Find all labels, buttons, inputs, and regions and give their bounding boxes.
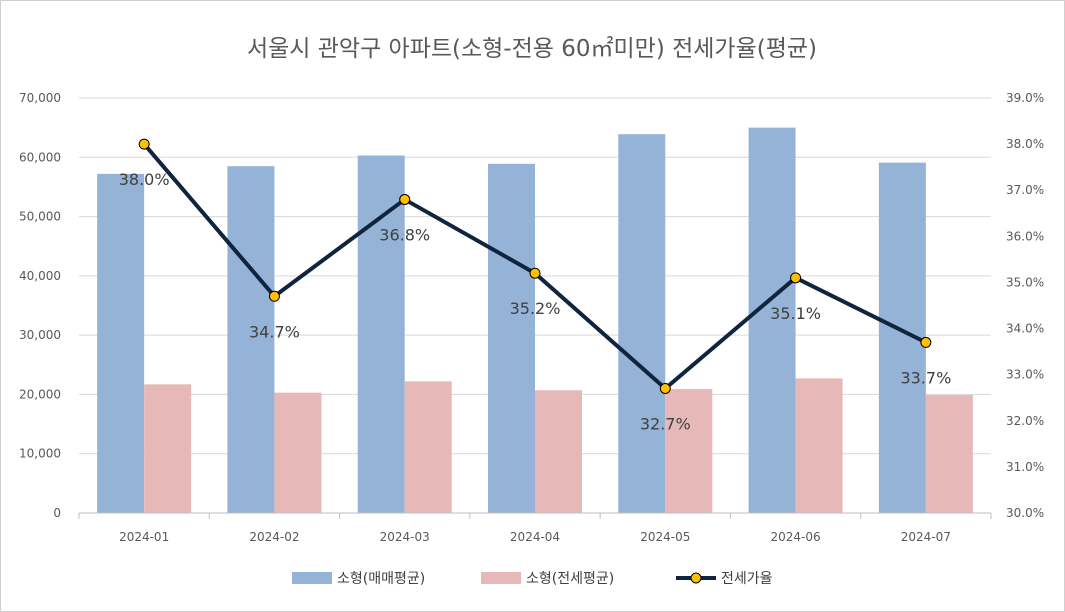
x-tick-label: 2024-01 bbox=[119, 530, 169, 544]
ratio-data-label: 35.2% bbox=[510, 299, 561, 318]
ratio-point bbox=[529, 267, 541, 279]
legend-swatch bbox=[292, 572, 332, 584]
bar-jeonse-avg bbox=[795, 378, 843, 513]
x-tick-label: 2024-04 bbox=[510, 530, 560, 544]
y-left-tick-label: 60,000 bbox=[19, 150, 61, 164]
ratio-point bbox=[920, 336, 932, 348]
ratio-data-label: 38.0% bbox=[119, 170, 170, 189]
x-tick-label: 2024-07 bbox=[901, 530, 951, 544]
x-tick-label: 2024-06 bbox=[771, 530, 821, 544]
y-right-tick-label: 39.0% bbox=[1006, 91, 1044, 105]
y-right-tick-label: 34.0% bbox=[1006, 322, 1044, 336]
y-right-tick-label: 37.0% bbox=[1006, 183, 1044, 197]
y-left-tick-label: 10,000 bbox=[19, 447, 61, 461]
bar-jeonse-avg bbox=[925, 395, 973, 513]
bar-jeonse-avg bbox=[144, 384, 192, 513]
bar-sale-avg bbox=[748, 127, 796, 514]
bar-jeonse-avg bbox=[665, 389, 713, 513]
ratio-point bbox=[399, 193, 411, 205]
ratio-point bbox=[790, 272, 802, 284]
x-tick-label: 2024-02 bbox=[249, 530, 299, 544]
y-left-tick-label: 40,000 bbox=[19, 269, 61, 283]
ratio-data-label: 35.1% bbox=[770, 304, 821, 323]
bar-jeonse-avg bbox=[535, 390, 582, 513]
legend-label: 소형(전세평균) bbox=[526, 571, 614, 587]
ratio-point bbox=[138, 138, 150, 150]
y-right-tick-label: 31.0% bbox=[1006, 460, 1044, 474]
bar-sale-avg bbox=[488, 163, 535, 514]
chart-title: 서울시 관악구 아파트(소형-전용 60㎡미만) 전세가율(평균) bbox=[247, 36, 817, 62]
y-right-tick-label: 36.0% bbox=[1006, 229, 1044, 243]
bar-sale-avg bbox=[97, 173, 145, 513]
legend-marker bbox=[690, 572, 702, 584]
x-tick-label: 2024-03 bbox=[380, 530, 430, 544]
ratio-data-label: 33.7% bbox=[900, 368, 951, 387]
legend: 소형(매매평균) 소형(전세평균) 전세가율 bbox=[292, 571, 773, 587]
legend-swatch bbox=[481, 572, 521, 584]
y-left-tick-label: 30,000 bbox=[19, 328, 61, 342]
legend-label: 전세가율 bbox=[721, 571, 773, 587]
y-left-tick-label: 20,000 bbox=[19, 387, 61, 401]
ratio-point bbox=[659, 383, 671, 394]
y-right-tick-label: 33.0% bbox=[1006, 368, 1044, 382]
y-left-tick-label: 0 bbox=[53, 506, 61, 520]
y-left-tick-label: 70,000 bbox=[19, 91, 61, 105]
ratio-data-label: 34.7% bbox=[249, 322, 300, 341]
bar-sale-avg bbox=[357, 155, 405, 513]
y-right-tick-label: 32.0% bbox=[1006, 414, 1044, 428]
y-right-tick-label: 35.0% bbox=[1006, 275, 1044, 289]
bar-jeonse-avg bbox=[274, 392, 322, 513]
y-right-tick-label: 30.0% bbox=[1006, 506, 1044, 520]
ratio-data-label: 32.7% bbox=[640, 415, 691, 434]
legend-label: 소형(매매평균) bbox=[337, 571, 425, 587]
bar-jeonse-avg bbox=[404, 381, 452, 513]
ratio-point bbox=[268, 290, 280, 302]
line-series bbox=[138, 138, 932, 394]
data-labels: 38.0% 34.7% 36.8% 35.2% 32.7% 35.1% 33.7% bbox=[119, 170, 952, 433]
bar-sale-avg bbox=[227, 166, 275, 513]
y-left-tick-label: 50,000 bbox=[19, 210, 61, 224]
axes: 0 10,000 20,000 30,000 40,000 50,000 60,000 70,… bbox=[19, 91, 1044, 544]
bar-series bbox=[97, 127, 973, 514]
ratio-data-label: 36.8% bbox=[379, 225, 430, 244]
x-tick-label: 2024-05 bbox=[640, 530, 690, 544]
y-right-tick-label: 38.0% bbox=[1006, 137, 1044, 151]
bar-sale-avg bbox=[618, 134, 666, 513]
